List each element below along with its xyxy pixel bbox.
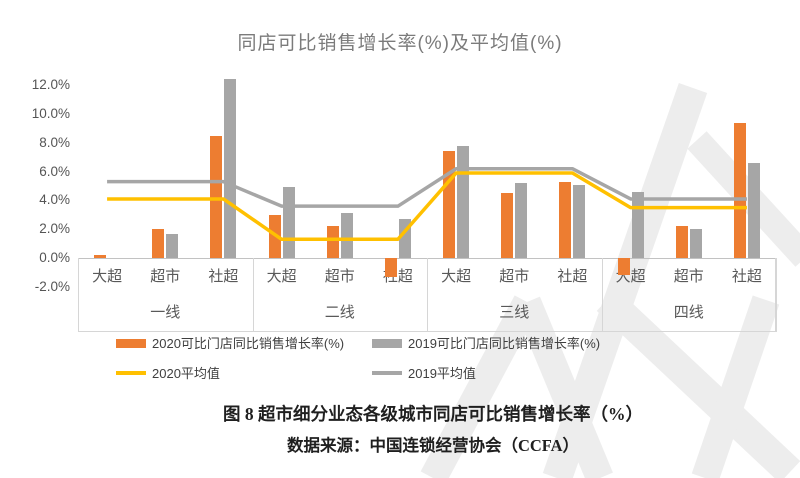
bar-2020 (617, 258, 630, 276)
bar-2020 (501, 193, 514, 258)
bar-2020 (733, 122, 746, 258)
x-axis-sublabel: 大超 (441, 268, 472, 285)
bar-2020 (94, 255, 107, 258)
x-axis-sublabel: 超市 (499, 268, 530, 285)
x-axis-sublabel: 社超 (208, 268, 239, 285)
x-axis-sublabel: 超市 (673, 268, 704, 285)
bar-2020 (210, 135, 223, 258)
bar-2019 (340, 213, 353, 258)
x-axis-group-separator (78, 258, 79, 332)
y-tick: 10.0% (31, 106, 70, 121)
y-tick: 2.0% (39, 221, 70, 237)
y-tick: -2.0% (34, 278, 70, 294)
bar-2020 (559, 181, 572, 258)
bar-2019 (689, 229, 702, 258)
bar-2020 (326, 226, 339, 258)
x-axis-sublabel: 超市 (324, 268, 355, 285)
x-axis-sublabel: 社超 (731, 268, 762, 285)
x-axis-group-separator (601, 258, 603, 332)
bar-2020 (268, 214, 281, 258)
bar-2020 (443, 151, 456, 258)
y-tick: 0.0% (39, 250, 70, 265)
x-axis-group-label: 三线 (499, 304, 530, 321)
x-axis-sublabel: 超市 (150, 268, 181, 285)
bar-2019 (398, 219, 411, 258)
bar-2020 (384, 258, 397, 277)
x-axis-group-label: 二线 (324, 304, 355, 321)
legend-label-2020-bars: 2020可比门店同比销售增长率(%) (152, 336, 345, 351)
legend-label-2019-avg: 2019平均值 (408, 366, 476, 381)
x-axis-group-separator (427, 258, 428, 332)
y-tick: 8.0% (39, 134, 70, 150)
x-axis-group-separator (776, 258, 777, 332)
legend-swatch-2019-bars (372, 339, 402, 348)
bar-2020 (675, 226, 688, 258)
x-axis-sublabel: 社超 (382, 268, 413, 285)
x-axis-sublabel: 大超 (615, 268, 646, 285)
bar-2019 (282, 187, 295, 258)
x-axis-group-label: 四线 (673, 304, 704, 321)
legend-label-2019-bars: 2019可比门店同比销售增长率(%) (408, 336, 601, 351)
figure-caption: 图 8 超市细分业态各级城市同店可比销售增长率（%） (223, 404, 643, 424)
legend-swatch-2019-avg-line (372, 371, 402, 375)
legend-label-2020-avg: 2020平均值 (152, 366, 220, 381)
x-axis-group-label: 一线 (150, 304, 181, 321)
avg-line-2020 (107, 171, 747, 242)
y-tick: 6.0% (39, 163, 70, 179)
bar-2019 (631, 191, 644, 258)
bar-2019 (457, 145, 470, 258)
avg-line-2019 (107, 166, 747, 208)
x-axis-sublabel: 大超 (92, 268, 123, 285)
y-tick: 4.0% (39, 192, 70, 208)
bar-2019 (573, 184, 586, 258)
chart-title: 同店可比销售增长率(%)及平均值(%) (237, 33, 563, 54)
x-axis-sublabel: 大超 (266, 268, 297, 285)
legend-swatch-2020-bars (116, 339, 146, 348)
x-axis-group-separator (252, 258, 254, 332)
x-axis-sublabel: 社超 (557, 268, 588, 285)
legend-swatch-2020-avg-line (116, 371, 146, 375)
data-source-caption: 数据来源：中国连锁经营协会（CCFA） (286, 436, 580, 455)
y-tick: 12.0% (31, 77, 70, 93)
bar-2019 (166, 233, 179, 258)
bar-2019 (747, 162, 760, 258)
bar-2020 (152, 229, 165, 258)
bar-2019 (515, 183, 528, 258)
bar-2019 (224, 79, 237, 258)
